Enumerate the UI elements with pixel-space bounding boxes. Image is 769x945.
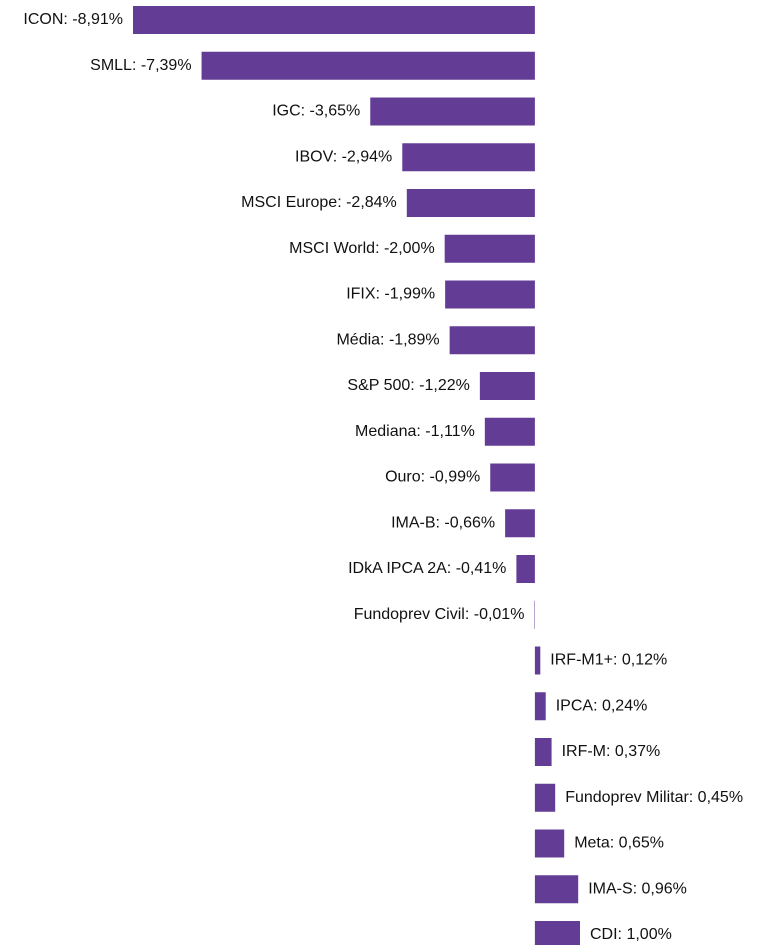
bar-label: IBOV: -2,94% xyxy=(295,148,392,165)
bar-label: S&P 500: -1,22% xyxy=(347,377,469,394)
bar-label: Fundoprev Civil: -0,01% xyxy=(354,606,525,623)
bar xyxy=(534,738,552,766)
bar xyxy=(534,783,556,812)
bar xyxy=(449,326,535,355)
bar xyxy=(534,875,579,904)
bar xyxy=(534,829,565,858)
bar-label: IDkA IPCA 2A: -0,41% xyxy=(348,560,506,577)
bar-label: SMLL: -7,39% xyxy=(90,57,191,74)
bar xyxy=(402,143,535,172)
bar-label: Mediana: -1,11% xyxy=(355,423,475,440)
bar xyxy=(445,280,535,309)
bar xyxy=(133,6,535,34)
bar xyxy=(534,921,580,945)
bar-label: Meta: 0,65% xyxy=(574,835,664,852)
bar-label: CDI: 1,00% xyxy=(590,926,672,943)
bar-label: IMA-S: 0,96% xyxy=(588,880,687,897)
bar-label: Média: -1,89% xyxy=(336,331,439,348)
bar-label: MSCI World: -2,00% xyxy=(289,240,435,257)
bar xyxy=(534,646,541,675)
bar xyxy=(516,555,535,583)
bar xyxy=(406,189,535,217)
bar xyxy=(201,51,535,80)
bar-label: IRF-M1+: 0,12% xyxy=(550,652,667,669)
bar-label: MSCI Europe: -2,84% xyxy=(241,194,397,211)
bar xyxy=(444,234,535,263)
bar xyxy=(505,509,535,538)
bar-label: IPCA: 0,24% xyxy=(556,697,648,714)
bar-label: IFIX: -1,99% xyxy=(346,286,435,303)
bar xyxy=(370,97,535,126)
bar xyxy=(490,463,535,492)
bar xyxy=(534,692,546,721)
bar-label: ICON: -8,91% xyxy=(23,11,123,28)
bar xyxy=(484,417,535,446)
bar-label: IGC: -3,65% xyxy=(272,103,360,120)
bar-label: IMA-B: -0,66% xyxy=(391,514,495,531)
bar-label: Fundoprev Militar: 0,45% xyxy=(565,789,743,806)
bar-label: Ouro: -0,99% xyxy=(385,469,480,486)
bar-label: IRF-M: 0,37% xyxy=(562,743,661,760)
bar xyxy=(479,372,535,400)
